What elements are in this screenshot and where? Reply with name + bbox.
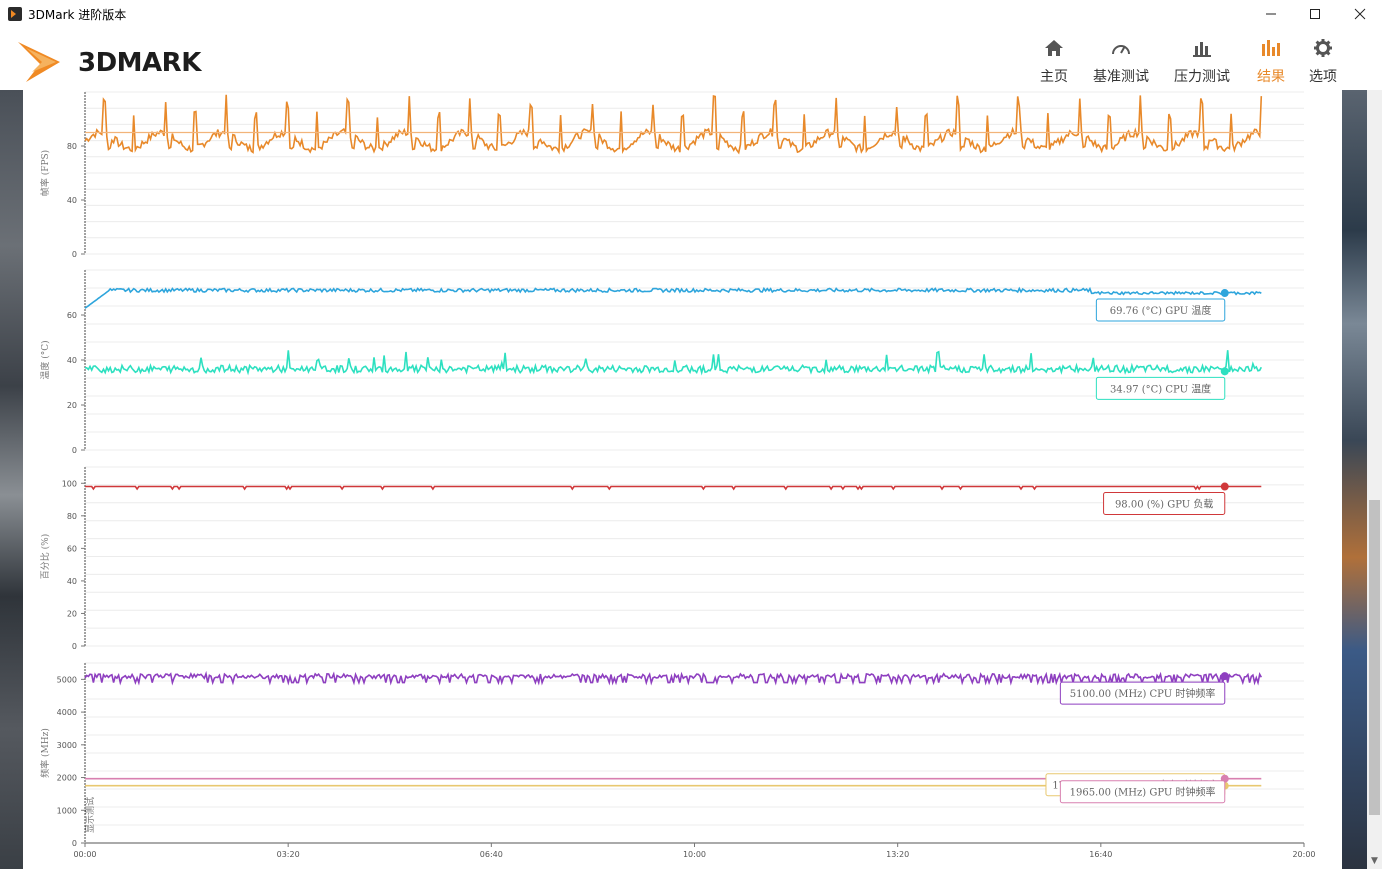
maximize-icon [1310, 9, 1320, 19]
background-art-right [1342, 90, 1367, 869]
nav-home-label: 主页 [1040, 69, 1068, 85]
value-badge-text: 69.76 (°C) GPU 温度 [1110, 304, 1212, 317]
x-tick-label: 03:20 [277, 850, 300, 859]
app-icon [8, 7, 22, 21]
nav-benchmarks-label: 基准测试 [1093, 69, 1149, 85]
app-header: 3DMARK 主页 基准测试 压力测试 结果 [0, 28, 1382, 90]
gauge-icon [1112, 45, 1130, 55]
y-tick-label: 0 [72, 642, 77, 651]
gear-icon [1314, 39, 1332, 57]
y-tick-label: 80 [67, 512, 77, 521]
x-tick-label: 13:20 [886, 850, 909, 859]
y-tick-label: 20 [67, 401, 77, 410]
results-icon [1262, 40, 1280, 56]
x-tick-label: 00:00 [73, 850, 96, 859]
logo-text: 3DMARK [78, 48, 201, 78]
cursor-dot [1220, 672, 1229, 681]
cursor-dot [1220, 289, 1229, 298]
nav-options[interactable]: 选项 [1306, 36, 1340, 88]
nav-results-label: 结果 [1257, 69, 1285, 85]
value-badge [1059, 681, 1226, 705]
y-axis-title: 帧率 (FPS) [39, 150, 51, 196]
y-axis-title: 频率 (MHz) [39, 728, 51, 778]
series-line [84, 350, 1263, 376]
y-tick-label: 3000 [57, 741, 77, 750]
nav-stress-tests[interactable]: 压力测试 [1171, 36, 1233, 88]
maximize-button[interactable] [1292, 0, 1338, 28]
value-badge-text: 5100.00 (MHz) CPU 时钟频率 [1070, 687, 1216, 700]
series-line [84, 670, 1263, 686]
nav-results[interactable]: 结果 [1254, 36, 1288, 88]
y-axis-title: 百分比 (%) [39, 534, 51, 579]
y-tick-label: 60 [67, 311, 77, 320]
nav-home[interactable]: 主页 [1036, 36, 1072, 88]
value-badge-text: 34.97 (°C) CPU 温度 [1110, 382, 1211, 395]
minimize-icon [1266, 13, 1276, 15]
title-bar: 3DMark 进阶版本 [0, 0, 1382, 28]
window-title: 3DMark 进阶版本 [28, 8, 127, 22]
logo: 3DMARK [16, 34, 216, 84]
y-tick-label: 60 [67, 544, 77, 553]
scrollbar-thumb[interactable] [1369, 500, 1380, 815]
home-icon [1045, 40, 1063, 56]
charts-svg: 0 40 80 帧率 (FPS) 0 20 40 60 温度 (°C) 69.76 (°C) GP… [39, 91, 1316, 859]
y-tick-label: 1000 [57, 806, 77, 815]
value-badge [1103, 492, 1226, 516]
logo-swoosh-icon [18, 42, 60, 82]
y-tick-label: 4000 [57, 708, 77, 717]
close-icon [1354, 8, 1366, 20]
test-marker-label: 显示测试 [84, 797, 96, 833]
minimize-button[interactable] [1248, 0, 1294, 28]
cursor-dot [1220, 482, 1229, 491]
series-line [84, 94, 1263, 155]
y-tick-label: 20 [67, 609, 77, 618]
x-tick-label: 10:00 [683, 850, 706, 859]
y-tick-label: 2000 [57, 774, 77, 783]
scroll-down-arrow-icon[interactable]: ▼ [1371, 856, 1378, 866]
nav-options-label: 选项 [1309, 69, 1337, 85]
value-badge [1095, 376, 1226, 400]
series-line [84, 286, 1262, 309]
x-tick-label: 06:40 [480, 850, 503, 859]
y-tick-label: 40 [67, 196, 77, 205]
nav-stress-tests-label: 压力测试 [1174, 69, 1230, 85]
value-badge-text: 1965.00 (MHz) GPU 时钟频率 [1070, 786, 1216, 799]
y-tick-label: 5000 [57, 675, 77, 684]
y-tick-label: 40 [67, 356, 77, 365]
y-axis-title: 温度 (°C) [39, 340, 51, 379]
y-tick-label: 0 [72, 250, 77, 259]
close-button[interactable] [1337, 0, 1382, 28]
series-line [85, 485, 1262, 491]
x-tick-label: 20:00 [1292, 850, 1315, 859]
y-tick-label: 80 [67, 142, 77, 151]
cursor-dot [1220, 367, 1229, 376]
value-badge [1059, 780, 1226, 804]
y-tick-label: 40 [67, 577, 77, 586]
background-art-left [0, 90, 23, 869]
y-tick-label: 0 [72, 839, 77, 848]
bars-icon [1193, 42, 1211, 57]
monitoring-charts: 0 40 80 帧率 (FPS) 0 20 40 60 温度 (°C) 69.76 (°C) GP… [23, 90, 1342, 869]
x-tick-label: 16:40 [1089, 850, 1112, 859]
nav-benchmarks[interactable]: 基准测试 [1090, 36, 1152, 88]
value-badge-text: 98.00 (%) GPU 负载 [1115, 498, 1213, 511]
value-badge [1095, 298, 1226, 322]
y-tick-label: 0 [72, 446, 77, 455]
y-tick-label: 100 [62, 479, 77, 488]
